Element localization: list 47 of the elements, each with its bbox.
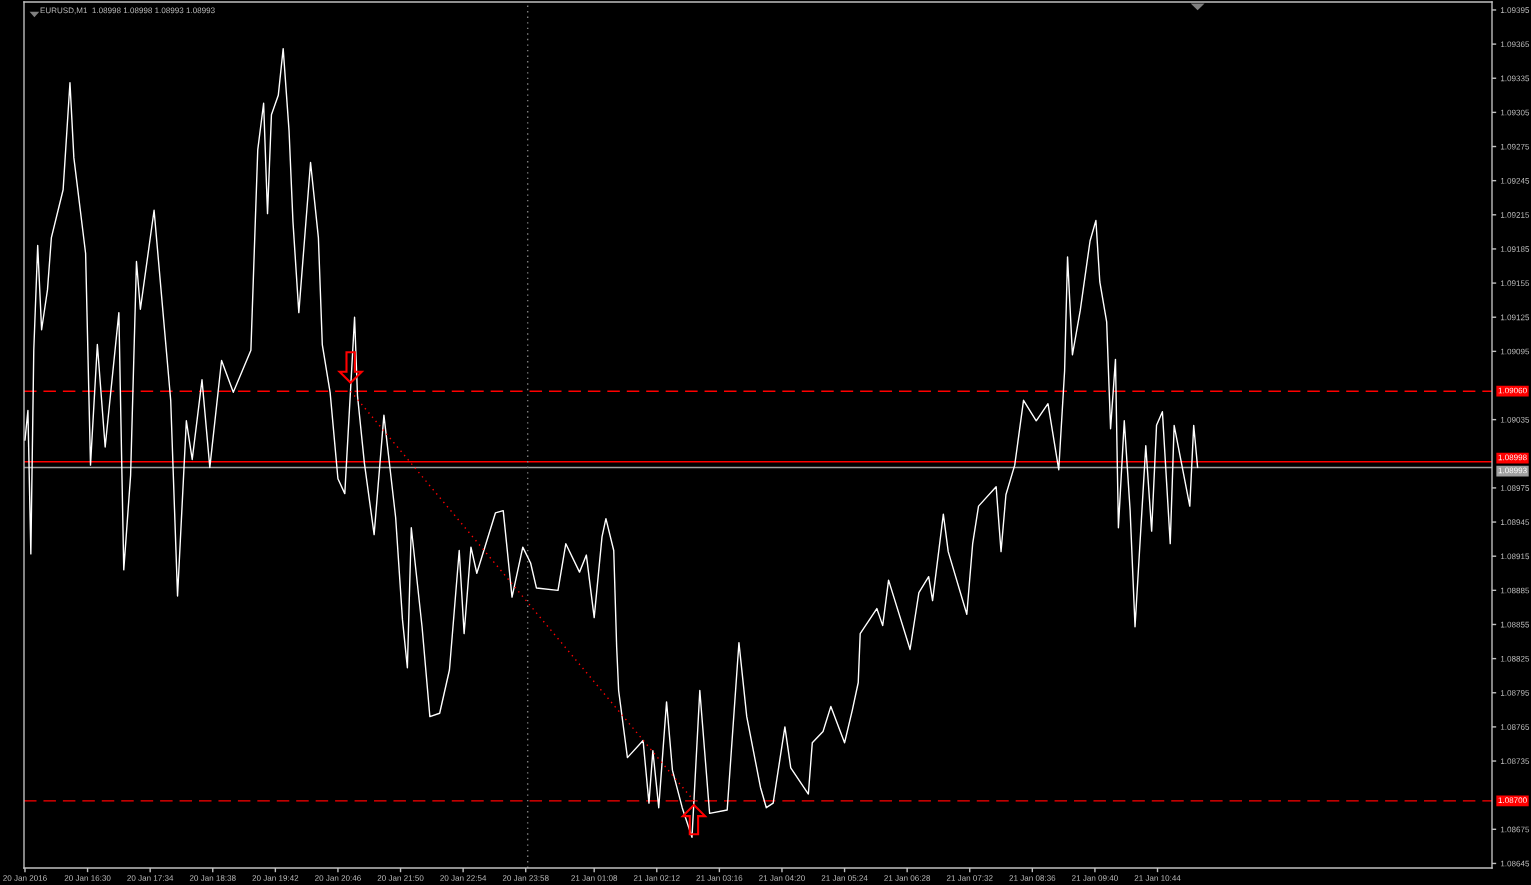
y-tick-label: 1.08795 — [1500, 690, 1530, 696]
text: EURUSD,M1 1.08998 1.08998 1.08993 1.08993 — [40, 7, 215, 15]
y-tick-label: 1.09185 — [1500, 246, 1530, 252]
y-tick-label: 1.09365 — [1500, 41, 1530, 48]
y-tick-label: 1.08645 — [1500, 860, 1530, 867]
y-tick-label: 1.08855 — [1500, 621, 1530, 628]
y-tick-label: 1.08975 — [1500, 485, 1530, 491]
x-tick-label: 21 Jan 06:28 — [884, 875, 931, 881]
x-tick-label: 21 Jan 07:32 — [946, 875, 993, 881]
y-tick-label: 1.08765 — [1500, 724, 1530, 730]
y-tick-label: 1.09215 — [1500, 212, 1530, 218]
y-tick-label: 1.09245 — [1500, 177, 1530, 184]
x-tick-label: 21 Jan 01:08 — [571, 875, 618, 881]
y-tick-label: 1.09155 — [1500, 280, 1530, 287]
x-tick-label: 20 Jan 19:42 — [252, 875, 299, 881]
ref-line-label: 1.09060 — [1498, 387, 1527, 394]
y-tick-label: 1.08675 — [1500, 826, 1530, 833]
x-tick-label: 20 Jan 16:30 — [64, 875, 111, 881]
y-tick-label: 1.09095 — [1500, 348, 1530, 355]
ref-line-label: 1.08700 — [1498, 797, 1527, 804]
x-tick-label: 20 Jan 22:54 — [440, 875, 487, 881]
y-tick-label: 1.09305 — [1500, 109, 1530, 116]
ref-line-label: 1.08998 — [1498, 454, 1527, 461]
ref-line-label: 1.08993 — [1498, 467, 1527, 474]
x-tick-label: 21 Jan 08:36 — [1009, 875, 1056, 881]
x-tick-label: 20 Jan 23:58 — [502, 875, 549, 881]
y-tick-label: 1.09335 — [1500, 75, 1530, 82]
y-tick-label: 1.09275 — [1500, 143, 1530, 150]
x-tick-label: 21 Jan 02:12 — [633, 875, 680, 881]
x-tick-label: 21 Jan 09:40 — [1072, 875, 1118, 881]
x-tick-label: 20 Jan 20:46 — [315, 875, 361, 881]
y-tick-label: 1.09035 — [1500, 416, 1530, 423]
x-tick-label: 21 Jan 05:24 — [821, 875, 868, 881]
x-tick-label: 21 Jan 03:16 — [696, 875, 743, 881]
x-tick-label: 20 Jan 18:38 — [189, 875, 236, 881]
x-tick-label: 20 Jan 17:34 — [127, 875, 174, 881]
x-tick-label: 21 Jan 10:44 — [1134, 875, 1181, 881]
x-tick-label: 20 Jan 2016 — [3, 875, 47, 881]
y-tick-label: 1.08915 — [1500, 553, 1530, 560]
y-tick-label: 1.09125 — [1500, 314, 1530, 321]
x-tick-label: 20 Jan 21:50 — [377, 875, 424, 881]
y-tick-label: 1.08885 — [1500, 587, 1530, 594]
x-tick-label: 21 Jan 04:20 — [759, 875, 805, 881]
y-tick-label: 1.08735 — [1500, 758, 1530, 765]
y-tick-label: 1.08825 — [1500, 655, 1530, 662]
y-tick-label: 1.08945 — [1500, 519, 1530, 526]
y-tick-label: 1.09395 — [1500, 7, 1530, 13]
